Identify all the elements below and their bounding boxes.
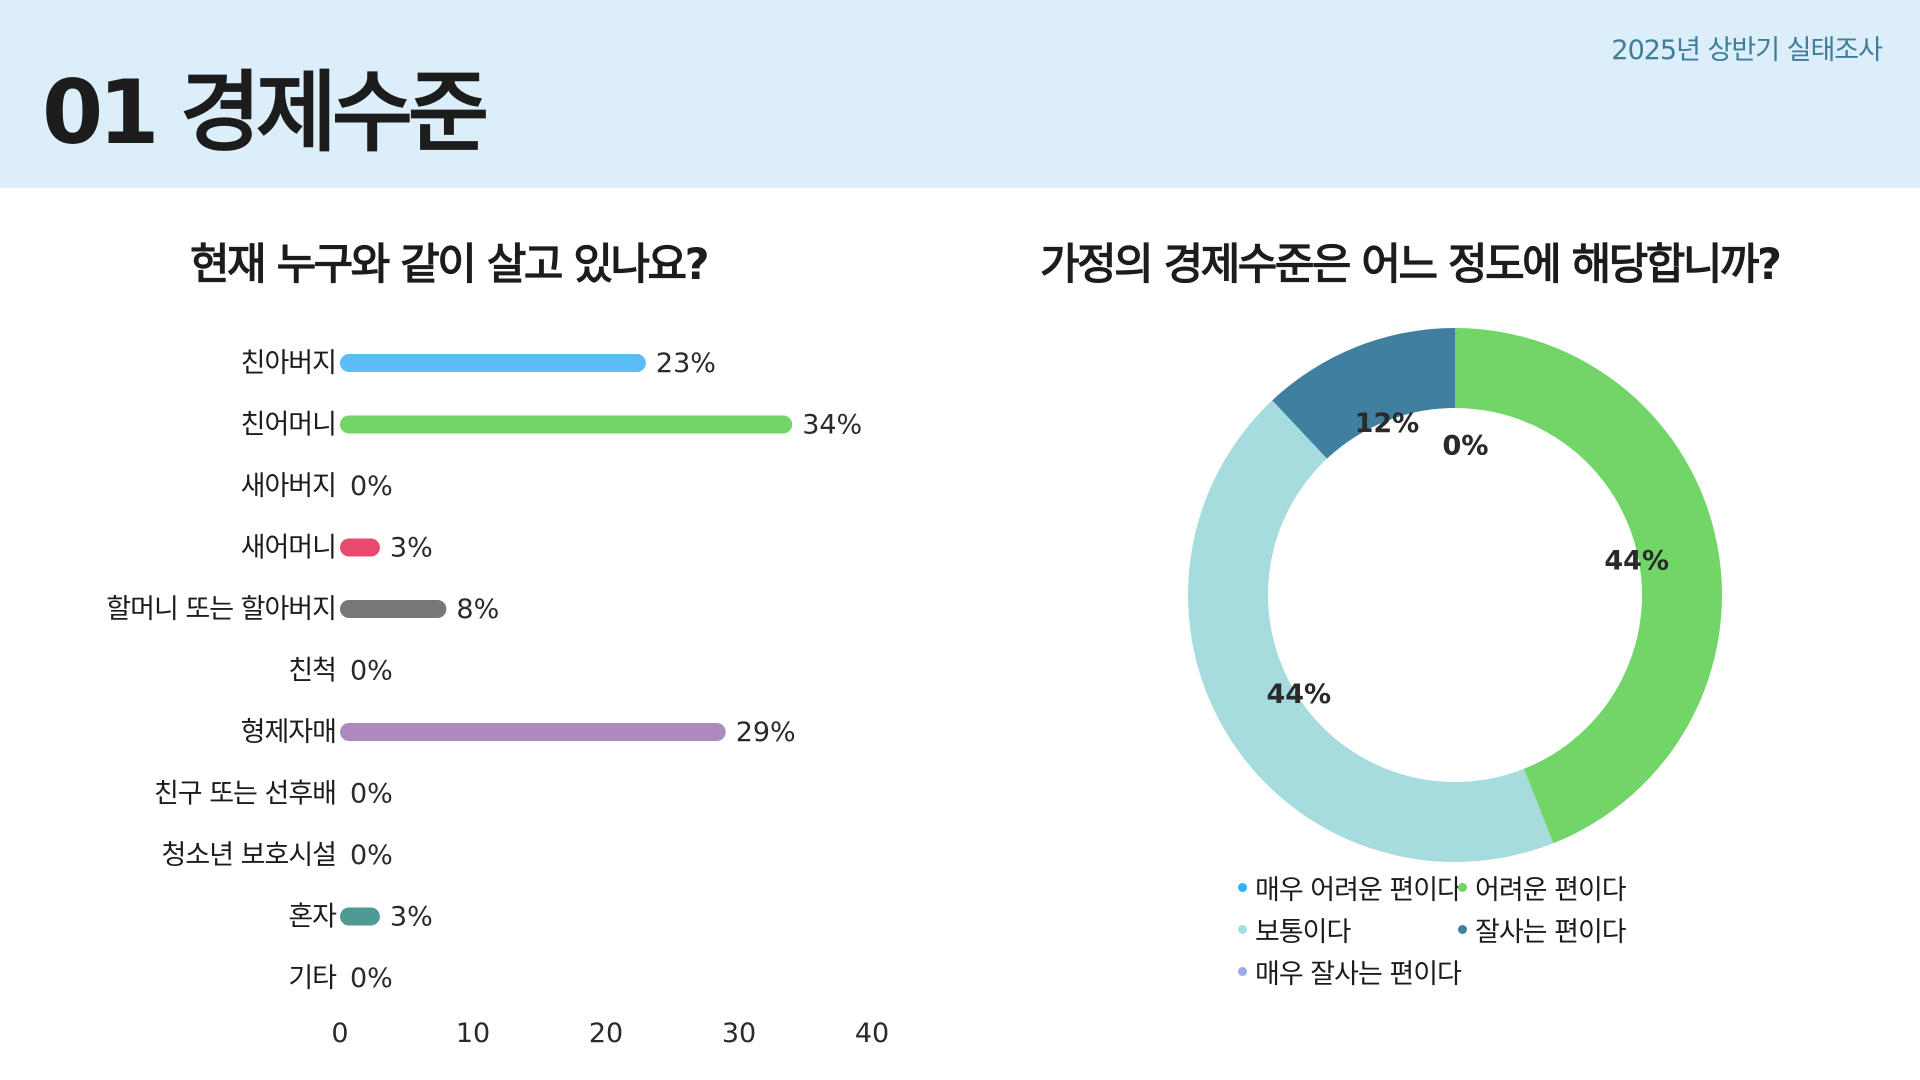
bar-value-label: 0% <box>350 779 393 810</box>
donut-value-label: 44% <box>1604 545 1669 576</box>
bar-category-label: 할머니 또는 할아버지 <box>106 594 336 625</box>
bar-category-label: 새아버지 <box>241 471 336 502</box>
legend-color-dot <box>1238 966 1247 976</box>
bar-category-label: 형제자매 <box>241 717 336 748</box>
bar-value-label: 0% <box>350 471 393 502</box>
x-tick-label: 20 <box>589 1018 623 1049</box>
bar-value-label: 3% <box>390 902 433 933</box>
bar-value-label: 23% <box>656 348 716 379</box>
x-tick-label: 40 <box>855 1018 889 1049</box>
bar-value-label: 29% <box>736 717 796 748</box>
legend-color-dot <box>1458 924 1467 934</box>
bar-value-label: 3% <box>390 533 433 564</box>
bar-category-label: 기타 <box>288 963 337 994</box>
bar-value-label: 34% <box>802 410 862 441</box>
bar-category-label: 청소년 보호시설 <box>162 840 336 871</box>
legend-color-dot <box>1238 924 1247 934</box>
bar-category-label: 친구 또는 선후배 <box>154 779 336 810</box>
donut-slice <box>1272 328 1455 459</box>
legend-item[interactable]: 잘사는 편이다 <box>1458 916 1678 948</box>
legend-color-dot <box>1238 882 1247 892</box>
legend-item[interactable]: 매우 잘사는 편이다 <box>1238 958 1462 990</box>
donut-value-label: 0% <box>1443 430 1489 461</box>
legend-color-dot <box>1458 882 1467 892</box>
x-tick-label: 30 <box>722 1018 756 1049</box>
bar-value-label: 0% <box>350 656 393 687</box>
donut-value-label: 44% <box>1266 679 1331 710</box>
donut-slice <box>1455 328 1723 844</box>
bar-value-label: 8% <box>456 594 499 625</box>
bar <box>340 907 380 926</box>
bar <box>340 538 380 557</box>
page-title: 01 경제수준 <box>42 61 489 164</box>
survey-label: 2025년 상반기 실태조사 <box>1611 35 1883 66</box>
legend-label: 잘사는 편이다 <box>1475 916 1627 948</box>
header-banner: 01 경제수준 2025년 상반기 실태조사 <box>0 0 1920 188</box>
donut-chart-title: 가정의 경제수준은 어느 정도에 해당합니까? <box>1040 240 1782 290</box>
legend-label: 어려운 편이다 <box>1475 874 1627 906</box>
legend-label: 매우 잘사는 편이다 <box>1255 958 1462 990</box>
bar <box>340 723 726 741</box>
legend-item[interactable]: 매우 어려운 편이다 <box>1238 874 1462 906</box>
bar-category-label: 새어머니 <box>241 533 336 564</box>
legend-label: 보통이다 <box>1255 916 1351 948</box>
donut-slice <box>1188 400 1554 862</box>
x-tick-label: 0 <box>331 1018 348 1049</box>
bar <box>340 600 447 618</box>
bar-category-label: 친아버지 <box>241 348 336 379</box>
bar-category-label: 혼자 <box>288 902 337 933</box>
bar <box>340 354 646 372</box>
donut-value-label: 0% <box>1443 430 1489 461</box>
legend-label: 매우 어려운 편이다 <box>1255 874 1462 906</box>
bar-category-label: 친어머니 <box>241 410 336 441</box>
bar-category-label: 친척 <box>288 656 336 687</box>
x-tick-label: 10 <box>456 1018 490 1049</box>
bar <box>340 415 793 434</box>
bar-value-label: 0% <box>350 963 393 994</box>
bar-chart-title: 현재 누구와 같이 살고 있나요? <box>190 240 710 290</box>
legend-item[interactable]: 어려운 편이다 <box>1458 874 1678 906</box>
donut-value-label: 12% <box>1355 408 1420 439</box>
legend-item[interactable]: 보통이다 <box>1238 916 1458 948</box>
bar-value-label: 0% <box>350 840 393 871</box>
